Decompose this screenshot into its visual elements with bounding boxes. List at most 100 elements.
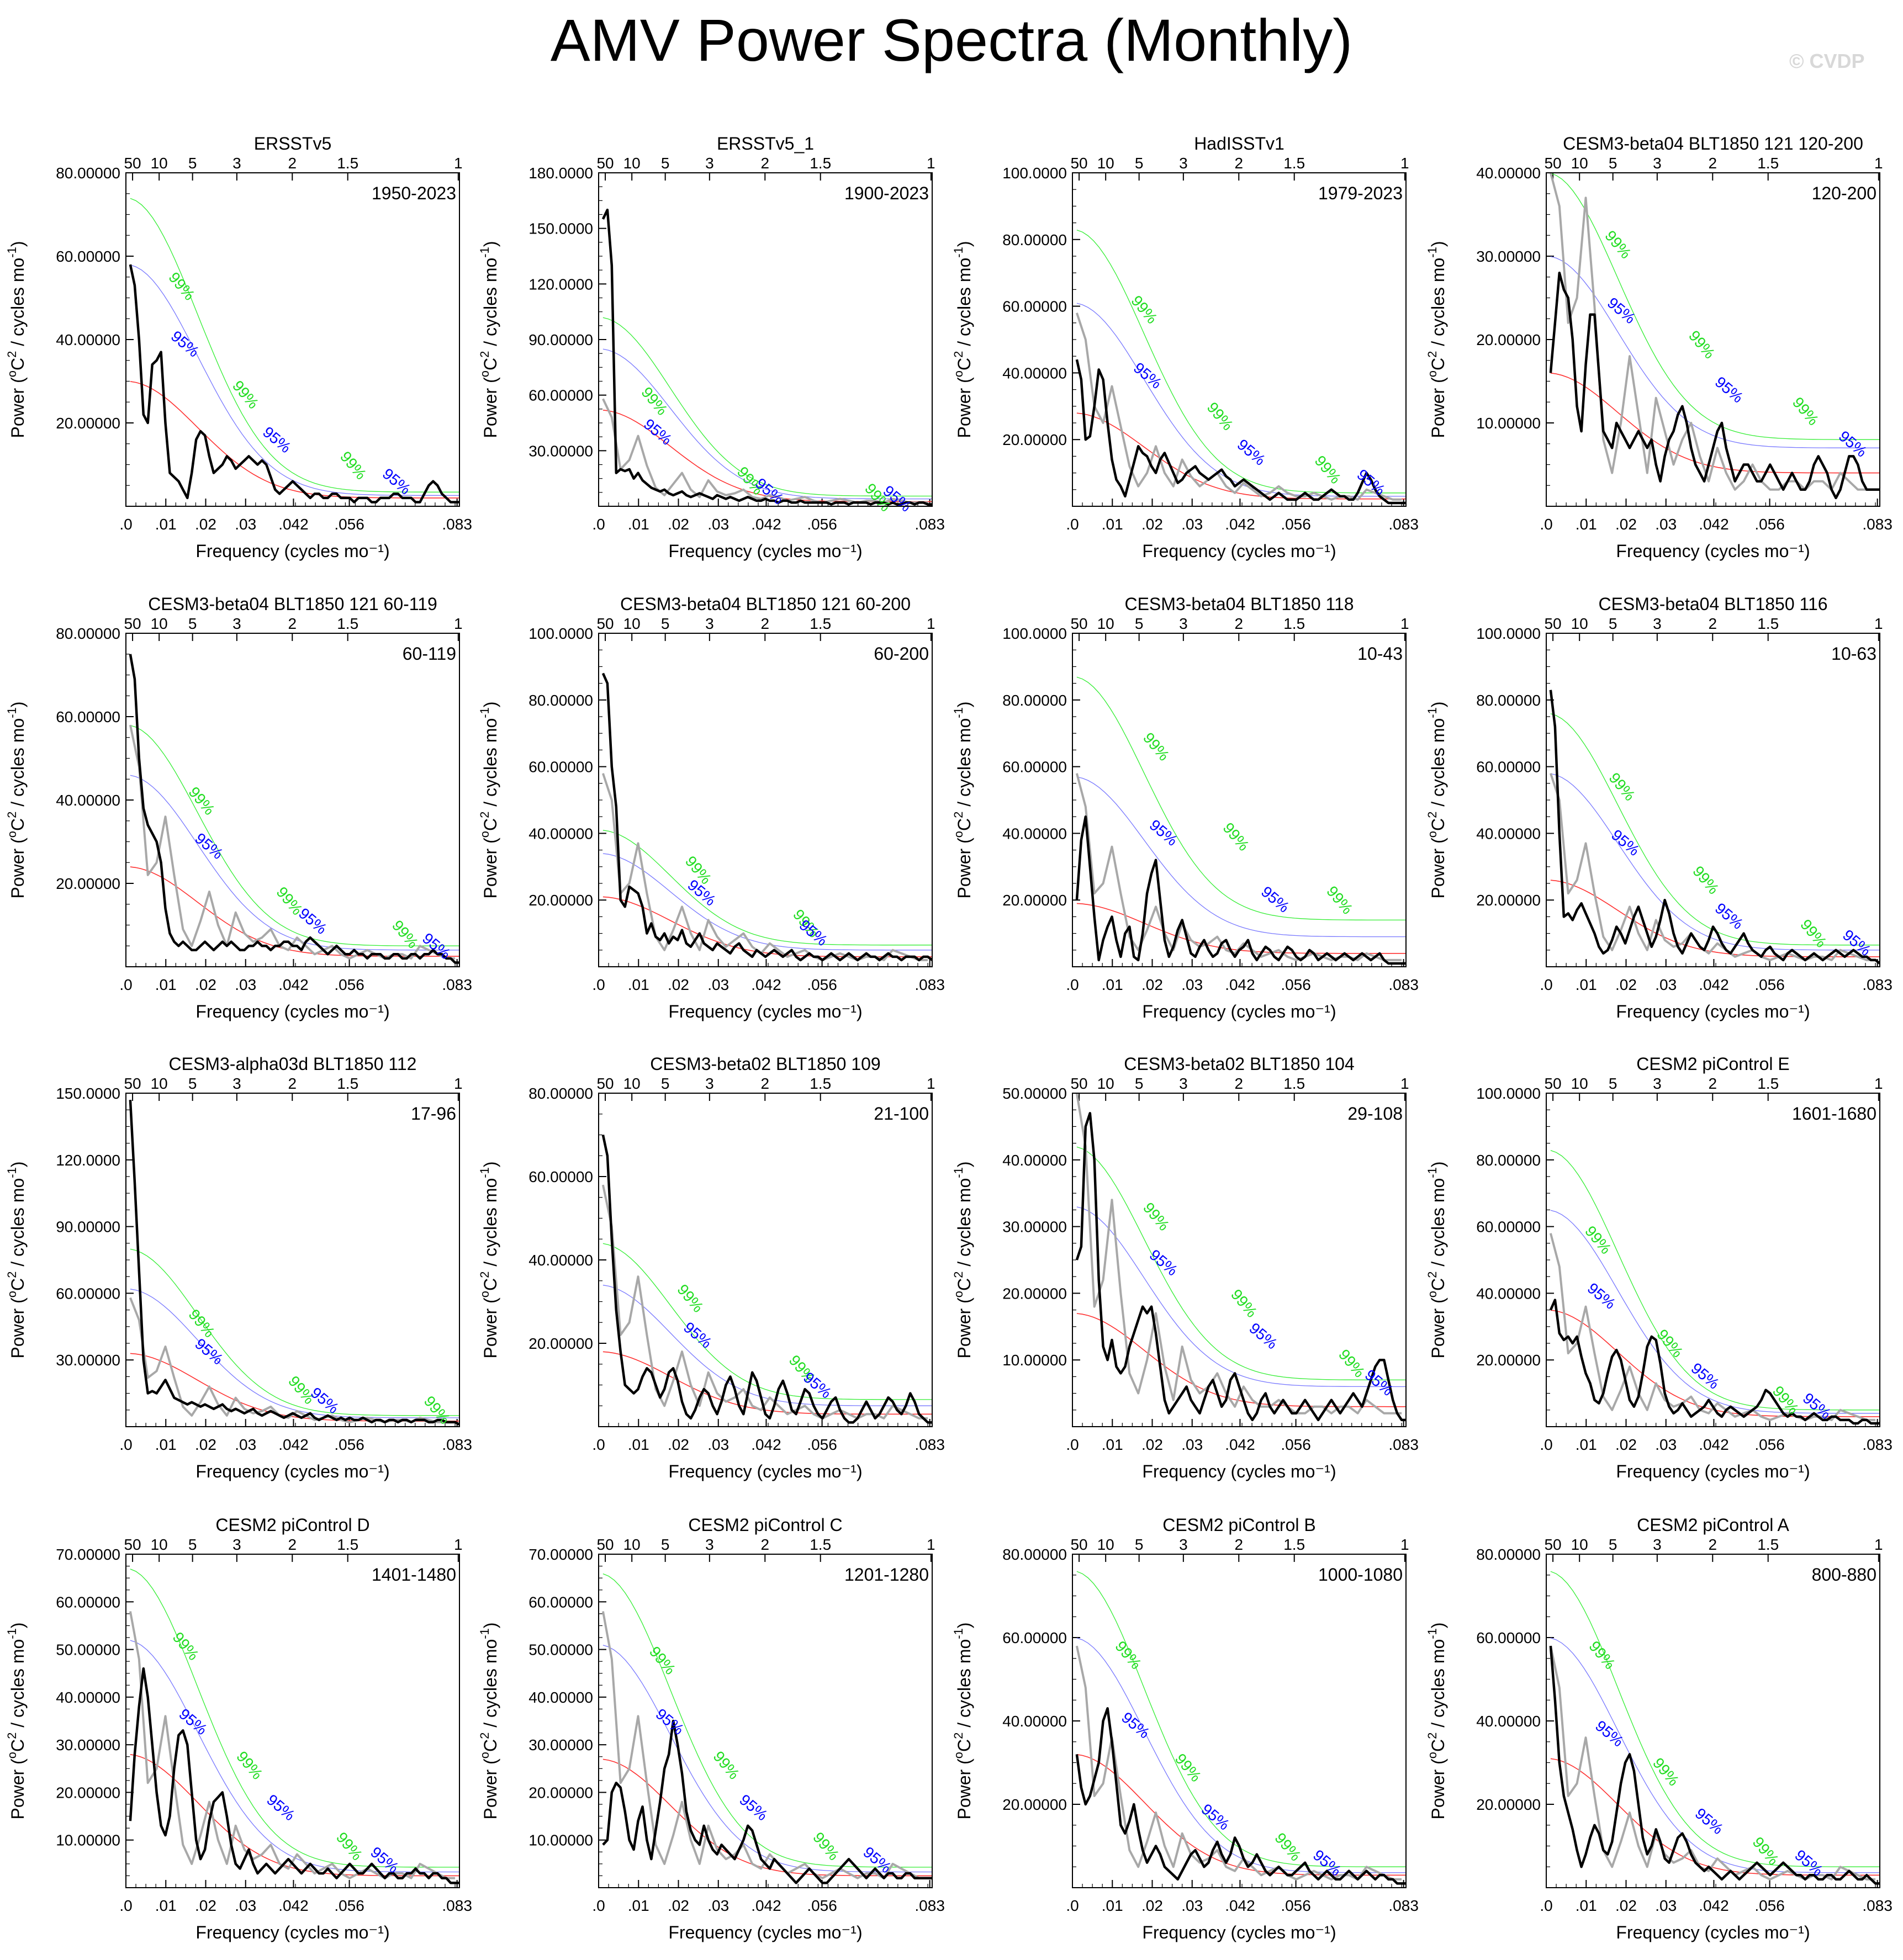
period-tick-label: 1.5	[1283, 1075, 1305, 1092]
reference-spectrum-line	[1075, 1645, 1402, 1880]
observed-spectrum-line	[1549, 1645, 1880, 1885]
period-tick-label: 10	[1097, 155, 1114, 172]
y-tick-label: 60.00000	[56, 708, 120, 725]
plot-frame	[1072, 172, 1407, 507]
y-axis-label-part: 2	[478, 351, 491, 358]
spectrum-panel-9: CESM3-alpha03d BLT1850 112 17-96 .0 .01 .02.…	[5, 1054, 472, 1481]
y-axis-label-part: )	[480, 1162, 500, 1168]
y-tick-label: 20.00000	[56, 415, 120, 432]
red-noise-curve	[1076, 1754, 1406, 1876]
x-tick-label: .03	[235, 1436, 256, 1453]
period-tick-label: 5	[1609, 1536, 1617, 1553]
y-axis-label-part: o	[5, 370, 19, 377]
y-axis-label-part: o	[478, 1291, 491, 1297]
ci99-curve	[602, 830, 932, 946]
ci99-label: 99%	[1689, 862, 1722, 897]
y-axis-label-part: o	[478, 1752, 491, 1758]
ci99-label: 99%	[1335, 1346, 1368, 1381]
y-axis-label-part: / cycles mo	[954, 258, 974, 351]
x-tick-label: .083	[1862, 976, 1893, 993]
x-axis-label: Frequency (cycles mo⁻¹)	[195, 1002, 389, 1021]
x-tick-label: .042	[278, 516, 309, 533]
x-tick-label: .042	[751, 1897, 781, 1914]
period-tick-label: 1.5	[1283, 155, 1305, 172]
y-axis-label: Power (oC2 / cycles mo-1)	[952, 1162, 974, 1359]
spectrum-panel-11: CESM3-beta02 BLT1850 104 29-108 .0 .01 .02 .0…	[952, 1054, 1419, 1481]
y-axis-label-part: / cycles mo	[480, 718, 500, 812]
y-axis-label-part: o	[952, 1752, 965, 1758]
x-tick-label: .03	[707, 516, 729, 533]
x-tick-label: .02	[668, 516, 689, 533]
panel-title: HadISSTv1	[1194, 134, 1284, 153]
y-tick-label: 30.00000	[1476, 248, 1541, 265]
period-tick-label: 10	[623, 1536, 641, 1553]
period-tick-label: 2	[760, 155, 769, 172]
x-tick-label: .042	[1225, 1897, 1255, 1914]
x-tick-label: .083	[1388, 1436, 1419, 1453]
period-tick-label: 1.5	[1283, 615, 1305, 632]
plot-frame	[1546, 633, 1880, 967]
y-axis-label-part: -1	[952, 1167, 965, 1178]
panel-title: CESM2 piControl E	[1636, 1054, 1789, 1074]
period-tick-label: 2	[1234, 1536, 1243, 1553]
y-axis-label-part: o	[952, 831, 965, 838]
ci95-curve	[1550, 773, 1880, 951]
x-tick-label: .042	[751, 1436, 781, 1453]
period-tick-label: 2	[1708, 1536, 1717, 1553]
y-axis-label-part: C	[480, 1739, 500, 1752]
plot-area	[601, 672, 932, 962]
y-tick-label: 60.00000	[1002, 759, 1067, 776]
period-tick-label: 5	[1609, 615, 1617, 632]
y-axis-label-part: -1	[1425, 707, 1439, 718]
y-axis-label-part: Power (	[954, 1297, 974, 1359]
ci95-label: 95%	[736, 1791, 771, 1824]
y-axis-label-part: o	[1425, 370, 1439, 377]
plot-frame	[1546, 1554, 1880, 1888]
period-tick-label: 5	[1135, 155, 1144, 172]
spectrum-panel-13: CESM2 piControl D 1401-1480 .0 .01 .02 .03 .04…	[5, 1515, 472, 1942]
x-tick-label: .056	[1281, 976, 1311, 993]
spectrum-panel-10: CESM3-beta02 BLT1850 109 21-100 .0 .01 .02 .0…	[478, 1054, 945, 1481]
ci99-label: 99%	[1219, 819, 1252, 854]
period-tick-label: 1.5	[337, 155, 358, 172]
period-tick-label: 5	[188, 1075, 197, 1092]
y-axis-label-part: 2	[478, 1272, 491, 1278]
x-tick-label: .0	[1066, 1436, 1079, 1453]
period-tick-label: 1.5	[1757, 615, 1779, 632]
x-tick-label: .056	[1281, 516, 1311, 533]
plot-frame	[125, 1093, 460, 1427]
y-axis-label-part: -1	[478, 247, 491, 258]
x-axis-label: Frequency (cycles mo⁻¹)	[668, 1002, 862, 1021]
plot-frame	[598, 172, 933, 507]
ci95-label: 95%	[680, 1318, 715, 1352]
period-tick-label: 1.5	[337, 1075, 358, 1092]
x-tick-label: .056	[1754, 976, 1785, 993]
y-axis-label-part: Power (	[480, 1297, 500, 1359]
ci99-label: 99%	[646, 1643, 679, 1678]
y-tick-label: 80.00000	[528, 692, 593, 709]
y-axis-label-part: / cycles mo	[8, 258, 28, 351]
x-tick-label: .056	[1281, 1436, 1311, 1453]
y-axis-label-part: -1	[1425, 247, 1439, 258]
y-tick-label: 80.00000	[1002, 1546, 1067, 1563]
ci99-label: 99%	[1128, 292, 1161, 327]
panel-title: CESM3-beta04 BLT1850 116	[1598, 594, 1827, 614]
y-axis-label-part: -1	[5, 247, 19, 258]
x-tick-label: .083	[1862, 1897, 1893, 1914]
y-tick-label: 30.00000	[528, 1736, 593, 1754]
y-tick-label: 20.00000	[1476, 892, 1541, 909]
ci95-label: 95%	[260, 423, 294, 457]
y-axis-label-part: / cycles mo	[8, 1639, 28, 1733]
ci99-curve	[130, 725, 459, 946]
y-axis-label-part: C	[8, 818, 28, 831]
plot-frame	[125, 633, 460, 967]
panel-title: CESM2 piControl D	[215, 1515, 369, 1535]
period-label: 1401-1480	[372, 1565, 456, 1585]
period-tick-label: 50	[1070, 1536, 1087, 1553]
x-tick-label: .03	[235, 976, 256, 993]
x-tick-label: .042	[1699, 1897, 1729, 1914]
spectrum-panel-4: CESM3-beta04 BLT1850 121 120-200 120-200.…	[1425, 134, 1893, 561]
plot-area	[601, 1135, 932, 1424]
plot-area	[1075, 1093, 1406, 1422]
ci99-curve	[602, 317, 932, 497]
